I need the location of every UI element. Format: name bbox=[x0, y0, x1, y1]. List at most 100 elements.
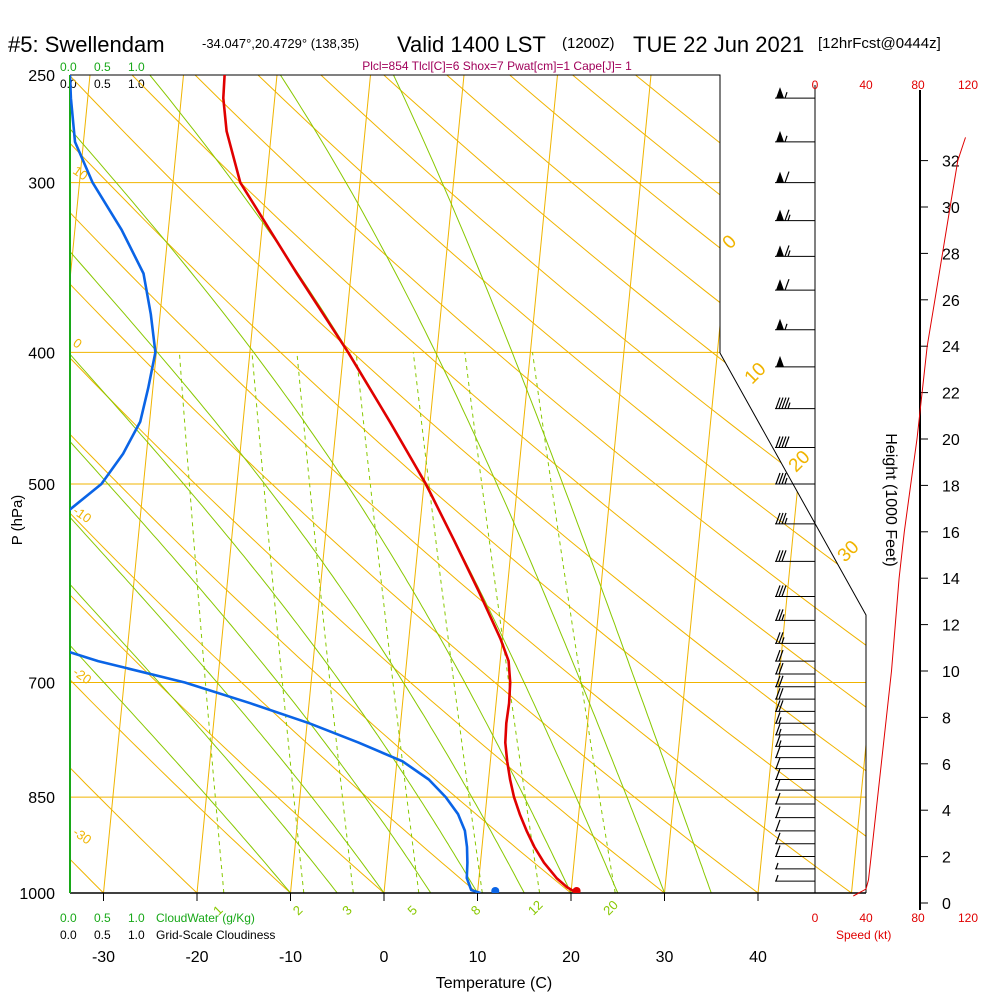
barb-half-feather bbox=[787, 250, 791, 257]
barb-feather bbox=[781, 585, 787, 597]
barb-half-feather bbox=[781, 614, 785, 621]
barb-feather bbox=[775, 675, 781, 687]
barb-feather bbox=[778, 687, 784, 700]
isotherm-50 bbox=[851, 75, 866, 893]
isotherm--10 bbox=[290, 75, 371, 893]
height-axis-title: Height (1000 Feet) bbox=[882, 433, 899, 566]
cloud-top-black-0: 0.0 bbox=[60, 77, 77, 91]
temperature-tick-label: -30 bbox=[92, 949, 115, 966]
isotherm--40 bbox=[70, 75, 91, 893]
wind-barb bbox=[775, 397, 815, 410]
wind-barb bbox=[775, 806, 815, 819]
height-tick-label: 10 bbox=[942, 664, 960, 681]
mixing-ratio-label: 3 bbox=[339, 902, 355, 918]
wind-barb bbox=[775, 819, 815, 832]
isotherm-10 bbox=[477, 75, 558, 893]
theta-label-right: 0 bbox=[719, 231, 741, 253]
barb-feather bbox=[781, 397, 787, 409]
temperature-tick-label: -10 bbox=[279, 949, 302, 966]
barb-half-feather bbox=[778, 717, 782, 724]
barb-feather bbox=[778, 609, 784, 621]
barb-feather bbox=[778, 512, 784, 525]
barb-pennant bbox=[776, 279, 784, 291]
barb-half-feather bbox=[787, 402, 791, 409]
dry-adiabat--10 bbox=[70, 75, 291, 893]
height-tick-label: 20 bbox=[942, 432, 960, 449]
dry-adiabat-100 bbox=[257, 75, 866, 893]
plot-frame-top-right bbox=[70, 74, 867, 893]
temperature-tick-label: 40 bbox=[749, 949, 767, 966]
barb-pennant bbox=[776, 355, 784, 367]
moist-adiabat-35 bbox=[393, 75, 712, 893]
barb-half-feather bbox=[784, 477, 788, 485]
barb-feather bbox=[778, 632, 784, 644]
wind-barb bbox=[775, 832, 815, 845]
wind-barb bbox=[775, 436, 815, 448]
isotherm-0 bbox=[383, 75, 465, 893]
mixing-ratio-line-2 bbox=[251, 352, 305, 893]
wind-barb bbox=[775, 768, 815, 780]
barb-half-feather bbox=[784, 91, 788, 99]
moist-adiabat-5 bbox=[70, 75, 432, 893]
wind-barb bbox=[775, 662, 815, 675]
station-title: #5: Swellendam bbox=[8, 32, 165, 57]
isotherm--30 bbox=[103, 75, 184, 893]
barb-pennant bbox=[776, 171, 784, 183]
barb-feather bbox=[784, 397, 790, 409]
height-tick-label: 18 bbox=[942, 478, 960, 495]
barb-feather bbox=[781, 436, 787, 448]
cloud-bottom-black-1: 0.5 bbox=[94, 928, 111, 942]
barb-feather bbox=[775, 778, 781, 791]
pressure-tick-label: 1000 bbox=[19, 886, 55, 903]
wind-barb bbox=[775, 171, 815, 184]
theta-label-right: 10 bbox=[741, 359, 771, 389]
temperature-tick-label: 0 bbox=[380, 949, 389, 966]
wind-speed-line bbox=[853, 137, 966, 897]
barb-feather bbox=[784, 209, 790, 221]
barb-half-feather bbox=[775, 874, 779, 882]
barb-feather bbox=[775, 632, 781, 644]
height-tick-label: 12 bbox=[942, 618, 960, 635]
barb-feather bbox=[775, 700, 781, 712]
cloud-top-black-1: 0.5 bbox=[94, 77, 111, 91]
speed-tick-label-top: 40 bbox=[859, 78, 873, 92]
height-tick-label: 0 bbox=[942, 896, 951, 913]
speed-tick-label-top: 120 bbox=[958, 78, 978, 92]
wind-speed-profile bbox=[853, 137, 966, 897]
surface-dewpoint-marker bbox=[491, 887, 500, 893]
dry-adiabat-70 bbox=[70, 75, 866, 893]
pressure-tick-label: 700 bbox=[28, 676, 55, 693]
barb-feather bbox=[778, 585, 784, 597]
mixing-ratio-line-1 bbox=[178, 352, 225, 893]
dry-adiabat-60 bbox=[70, 75, 866, 893]
stability-indices: Plcl=854 Tlcl[C]=6 Shox=7 Pwat[cm]=1 Cap… bbox=[362, 59, 632, 73]
barb-pennant bbox=[776, 245, 784, 257]
dry-adiabat-110 bbox=[320, 75, 866, 893]
barb-feather bbox=[775, 746, 781, 758]
mixing-ratio-line-3 bbox=[296, 352, 354, 893]
barb-feather bbox=[775, 768, 781, 780]
moist-adiabat--5 bbox=[70, 75, 338, 893]
wind-barb bbox=[775, 778, 815, 791]
moist-adiabat-15 bbox=[70, 75, 525, 893]
barb-half-feather bbox=[784, 517, 788, 525]
background-grid bbox=[0, 75, 866, 893]
surface-temperature-marker bbox=[572, 887, 581, 893]
barb-feather bbox=[778, 472, 784, 485]
dry-adiabat--40 bbox=[0, 75, 10, 893]
barb-feather bbox=[775, 712, 781, 724]
temperature-tick-label: 20 bbox=[562, 949, 580, 966]
speed-tick-label-top: 0 bbox=[812, 78, 819, 92]
pressure-tick-label: 300 bbox=[28, 176, 55, 193]
wind-barb bbox=[775, 757, 815, 770]
speed-axis-title: Speed (kt) bbox=[836, 928, 891, 942]
height-tick-label: 30 bbox=[942, 200, 960, 217]
barb-half-feather bbox=[781, 637, 785, 644]
mixing-ratio-label: 12 bbox=[525, 897, 546, 918]
cloud-top-green-0: 0.0 bbox=[60, 60, 77, 74]
wind-barb bbox=[775, 700, 815, 712]
cloud-bottom-green-1: 0.5 bbox=[94, 911, 111, 925]
mixing-ratio-label: 20 bbox=[600, 897, 621, 918]
barb-feather bbox=[775, 819, 781, 832]
